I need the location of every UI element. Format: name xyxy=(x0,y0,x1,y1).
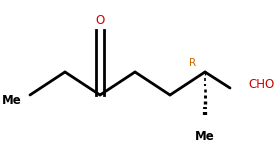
Text: CHO: CHO xyxy=(248,77,274,90)
Text: Me: Me xyxy=(2,94,22,106)
Text: Me: Me xyxy=(195,130,215,143)
Text: R: R xyxy=(189,58,196,68)
Text: O: O xyxy=(95,14,104,27)
